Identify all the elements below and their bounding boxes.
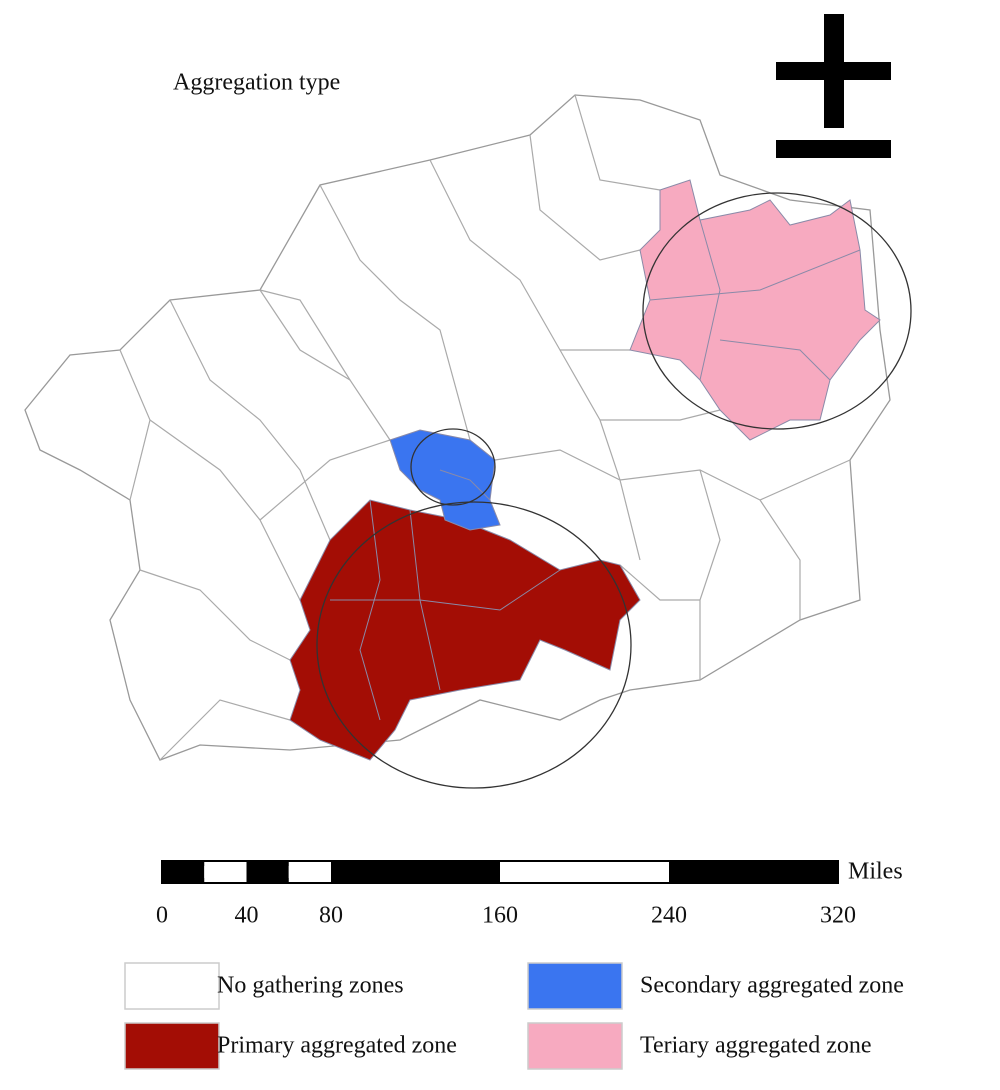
scale-unit: Miles: [848, 859, 903, 885]
scale-label: 320: [820, 903, 856, 929]
scale-segment: [331, 861, 500, 883]
legend: No gathering zones Secondary aggregated z…: [124, 962, 904, 1070]
inner-borders: [330, 219, 861, 721]
cluster-circle: [642, 192, 912, 430]
north-arrow: [776, 14, 891, 158]
scale-segment: [669, 861, 838, 883]
cluster-circle: [316, 501, 632, 789]
legend-swatch: [124, 962, 220, 1010]
scale-segment: [500, 866, 669, 878]
legend-swatch: [527, 962, 623, 1010]
legend-label: No gathering zones: [217, 973, 404, 999]
scale-bar: 0 40 80 160 240 320: [156, 860, 856, 929]
scale-segment: [246, 861, 289, 883]
tertiary-zone: [629, 179, 881, 441]
scale-label: 80: [319, 903, 343, 929]
province-map: [24, 94, 912, 789]
map-title: Aggregation type: [173, 70, 340, 96]
scale-segment: [162, 861, 205, 883]
county-borders: [119, 94, 851, 761]
scale-label: 240: [651, 903, 687, 929]
scale-segment: [288, 866, 331, 878]
legend-label: Teriary aggregated zone: [640, 1033, 872, 1059]
legend-swatch: [124, 1022, 220, 1070]
scale-label: 160: [482, 903, 518, 929]
scale-segment: [204, 866, 247, 878]
scale-label: 40: [235, 903, 259, 929]
scale-label: 0: [156, 903, 168, 929]
cluster-circle: [410, 428, 496, 506]
legend-swatch: [527, 1022, 623, 1070]
legend-label: Primary aggregated zone: [217, 1033, 457, 1059]
legend-label: Secondary aggregated zone: [640, 973, 904, 999]
